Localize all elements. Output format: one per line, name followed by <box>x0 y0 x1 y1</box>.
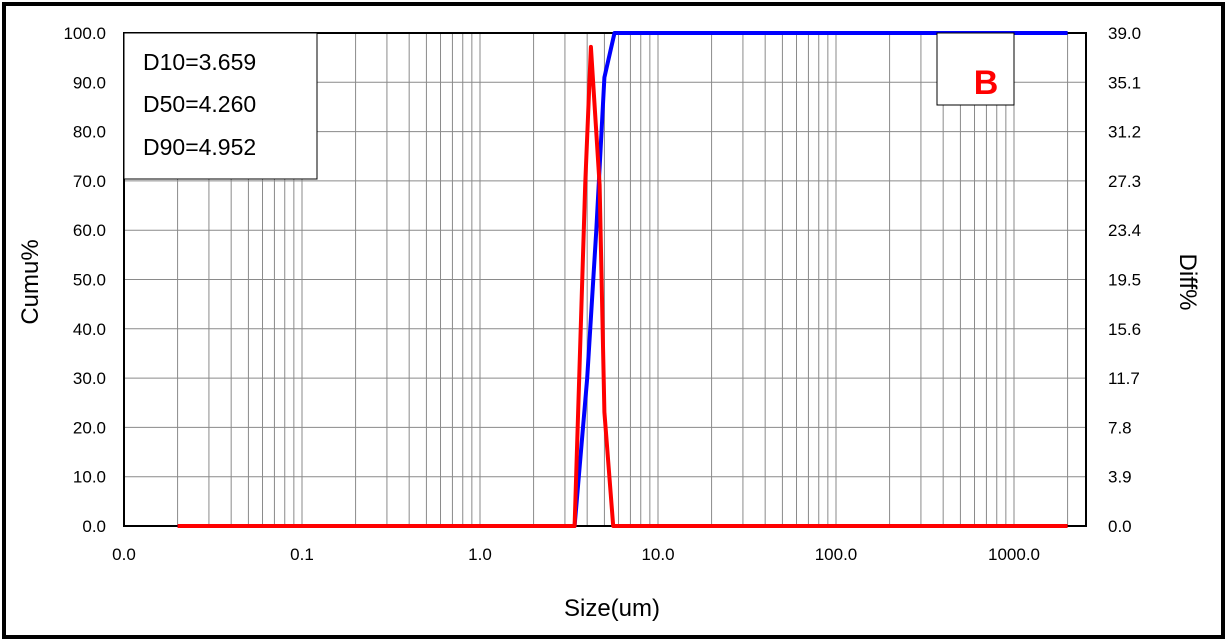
y-left-tick-label: 50.0 <box>73 271 106 290</box>
y-left-tick-label: 0.0 <box>82 517 106 536</box>
y-right-tick-label: 15.6 <box>1108 320 1141 339</box>
y-right-tick-label: 39.0 <box>1108 24 1141 43</box>
x-tick-label: 0.0 <box>112 545 136 564</box>
y-right-tick-label: 27.3 <box>1108 172 1141 191</box>
y-right-tick-label: 11.7 <box>1108 369 1140 388</box>
y-right-tick-label: 3.9 <box>1108 468 1132 487</box>
y-right-tick-label: 7.8 <box>1108 418 1132 437</box>
y-left-tick-label: 60.0 <box>73 221 106 240</box>
x-tick-label: 1.0 <box>468 545 492 564</box>
y-left-tick-label: 100.0 <box>63 24 106 43</box>
y-right-tick-label: 23.4 <box>1108 221 1141 240</box>
y-left-tick-label: 10.0 <box>73 468 106 487</box>
plot-border <box>123 32 1087 527</box>
y-right-tick-label: 31.2 <box>1108 123 1141 142</box>
series-lines <box>177 31 1068 528</box>
grid <box>124 33 1086 526</box>
stats-box: D10=3.659 D50=4.260 D90=4.952 <box>123 32 318 180</box>
right-tick-labels: 0.0 3.9 7.8 11.7 15.6 19.5 23.4 27.3 31.2 35.1 39.… <box>1108 24 1141 536</box>
y-axis-left-title: Cumu% <box>17 239 44 324</box>
x-tick-label: 0.1 <box>290 545 314 564</box>
x-tick-label: 1000.0 <box>988 545 1040 564</box>
left-tick-labels: 0.0 10.0 20.0 30.0 40.0 50.0 60.0 70.0 80.0 90.0 1… <box>63 24 106 536</box>
y-left-tick-label: 70.0 <box>73 172 106 191</box>
stat-d50: D50=4.260 <box>143 91 256 117</box>
x-tick-label: 100.0 <box>815 545 858 564</box>
y-left-tick-label: 90.0 <box>73 73 106 92</box>
y-left-tick-label: 20.0 <box>73 418 106 437</box>
y-left-tick-label: 30.0 <box>73 369 106 388</box>
y-axis-right-title: Diff% <box>1174 254 1201 311</box>
panel-label-box: B <box>936 32 1015 106</box>
x-axis-title: Size(um) <box>564 595 660 622</box>
y-left-tick-label: 80.0 <box>73 123 106 142</box>
stat-d10: D10=3.659 <box>143 49 256 75</box>
y-right-tick-label: 19.5 <box>1108 271 1141 290</box>
y-right-tick-label: 0.0 <box>1108 517 1132 536</box>
panel-label: B <box>974 64 999 102</box>
x-tick-labels: 0.0 0.1 1.0 10.0 100.0 1000.0 <box>112 545 1040 564</box>
differential-series-line <box>177 44 1068 528</box>
y-left-tick-label: 40.0 <box>73 320 106 339</box>
y-right-tick-label: 35.1 <box>1108 73 1141 92</box>
stat-d90: D90=4.952 <box>143 134 256 160</box>
x-tick-label: 10.0 <box>641 545 674 564</box>
